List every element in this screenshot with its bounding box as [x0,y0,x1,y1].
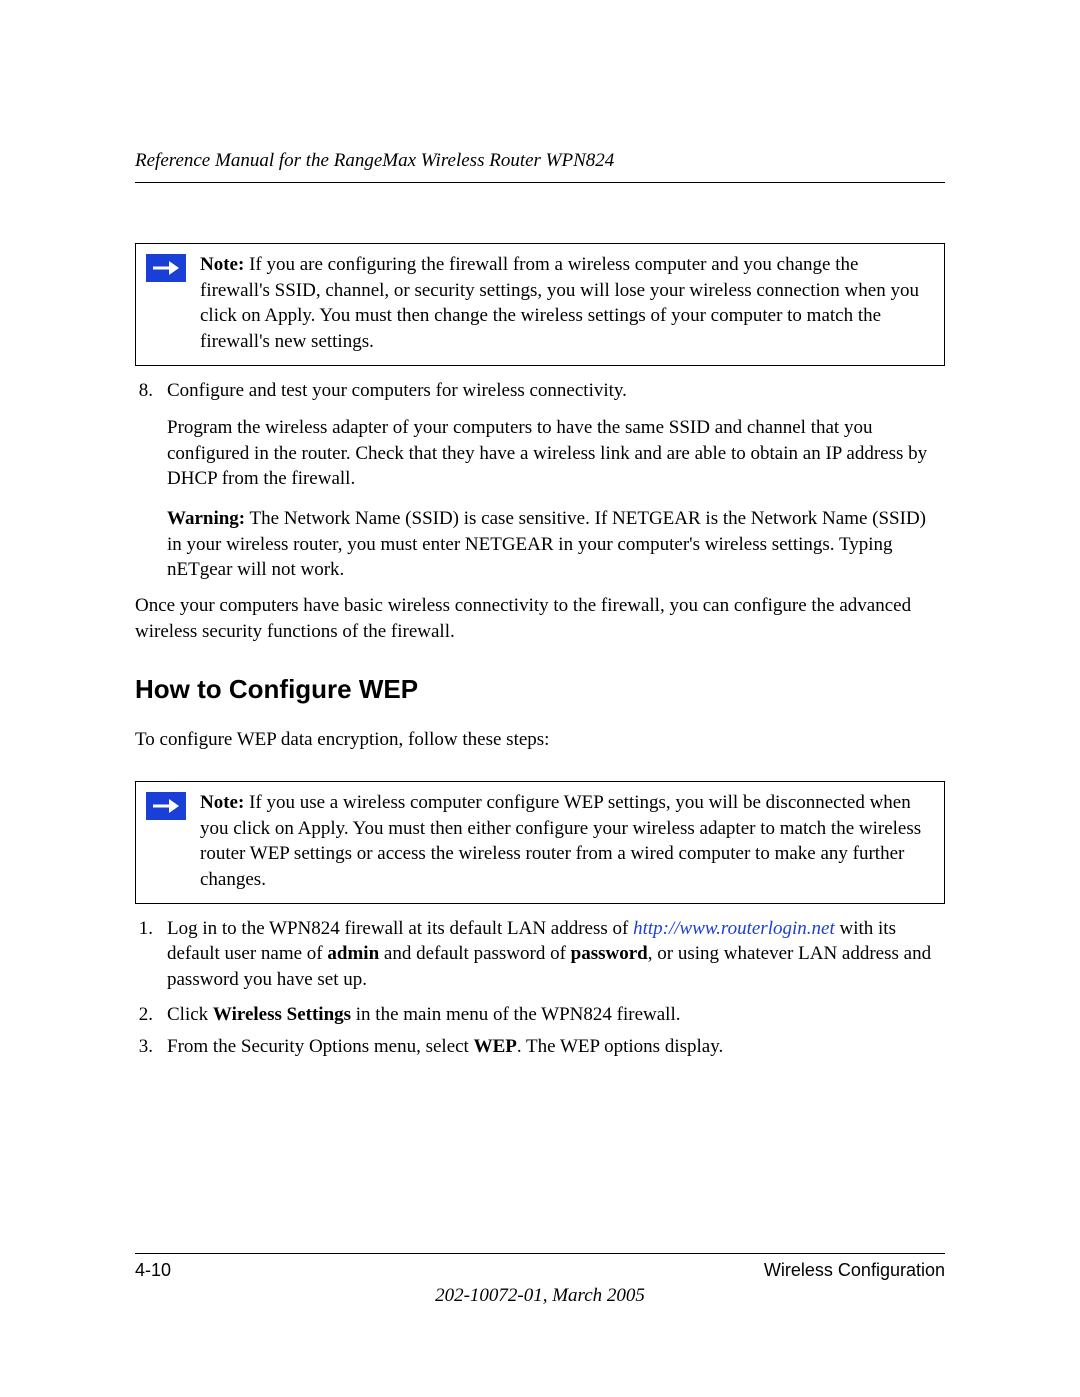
step2-b1: Wireless Settings [213,1004,351,1025]
note-text: Note: If you are configuring the firewal… [196,244,944,365]
note-icon-cell [136,782,196,903]
arrow-right-icon [146,792,186,820]
page-header-title: Reference Manual for the RangeMax Wirele… [135,150,945,172]
note-label: Note: [200,254,244,275]
step3-t2: . The WEP options display. [517,1036,723,1057]
step1-t1: Log in to the WPN824 firewall at its def… [167,918,633,939]
list-item-2: 2. Click Wireless Settings in the main m… [135,1002,945,1028]
step3-t1: From the Security Options menu, select [167,1036,474,1057]
footer-divider [135,1253,945,1254]
footer-doc-info: 202-10072-01, March 2005 [135,1285,945,1307]
paragraph-connectivity: Once your computers have basic wireless … [135,593,945,644]
list-item-8: 8. Configure and test your computers for… [135,378,945,583]
step8-line2: Program the wireless adapter of your com… [167,415,945,492]
note-body: If you use a wireless computer configure… [200,792,921,890]
note-body: If you are configuring the firewall from… [200,254,919,352]
routerlogin-link[interactable]: http://www.routerlogin.net [633,918,835,939]
step1-t3: and default password of [379,943,571,964]
document-page: Reference Manual for the RangeMax Wirele… [0,0,1080,1397]
list-body: Log in to the WPN824 firewall at its def… [167,916,945,993]
warning-label: Warning: [167,508,245,529]
footer-page-number: 4-10 [135,1260,171,1281]
warning-text: The Network Name (SSID) is case sensitiv… [167,508,926,580]
step8-warning: Warning: The Network Name (SSID) is case… [167,506,945,583]
footer-section-title: Wireless Configuration [764,1260,945,1281]
note-label: Note: [200,792,244,813]
header-divider [135,182,945,183]
step2-t1: Click [167,1004,213,1025]
list-number: 8. [135,378,167,583]
footer-row: 4-10 Wireless Configuration [135,1260,945,1281]
list-body: From the Security Options menu, select W… [167,1034,945,1060]
note-text: Note: If you use a wireless computer con… [196,782,944,903]
note-callout-2: Note: If you use a wireless computer con… [135,781,945,904]
step2-t2: in the main menu of the WPN824 firewall. [351,1004,680,1025]
step8-line1: Configure and test your computers for wi… [167,378,945,404]
arrow-right-icon [146,254,186,282]
step1-password: password [571,943,648,964]
list-body: Click Wireless Settings in the main menu… [167,1002,945,1028]
list-item-1: 1. Log in to the WPN824 firewall at its … [135,916,945,993]
section-heading: How to Configure WEP [135,674,945,705]
intro-paragraph: To configure WEP data encryption, follow… [135,727,945,753]
step1-admin: admin [327,943,379,964]
note-icon-cell [136,244,196,365]
list-number: 3. [135,1034,167,1060]
list-number: 1. [135,916,167,993]
page-footer: 4-10 Wireless Configuration 202-10072-01… [135,1253,945,1307]
step3-b1: WEP [474,1036,517,1057]
list-number: 2. [135,1002,167,1028]
note-callout-1: Note: If you are configuring the firewal… [135,243,945,366]
list-item-3: 3. From the Security Options menu, selec… [135,1034,945,1060]
list-body: Configure and test your computers for wi… [167,378,945,583]
